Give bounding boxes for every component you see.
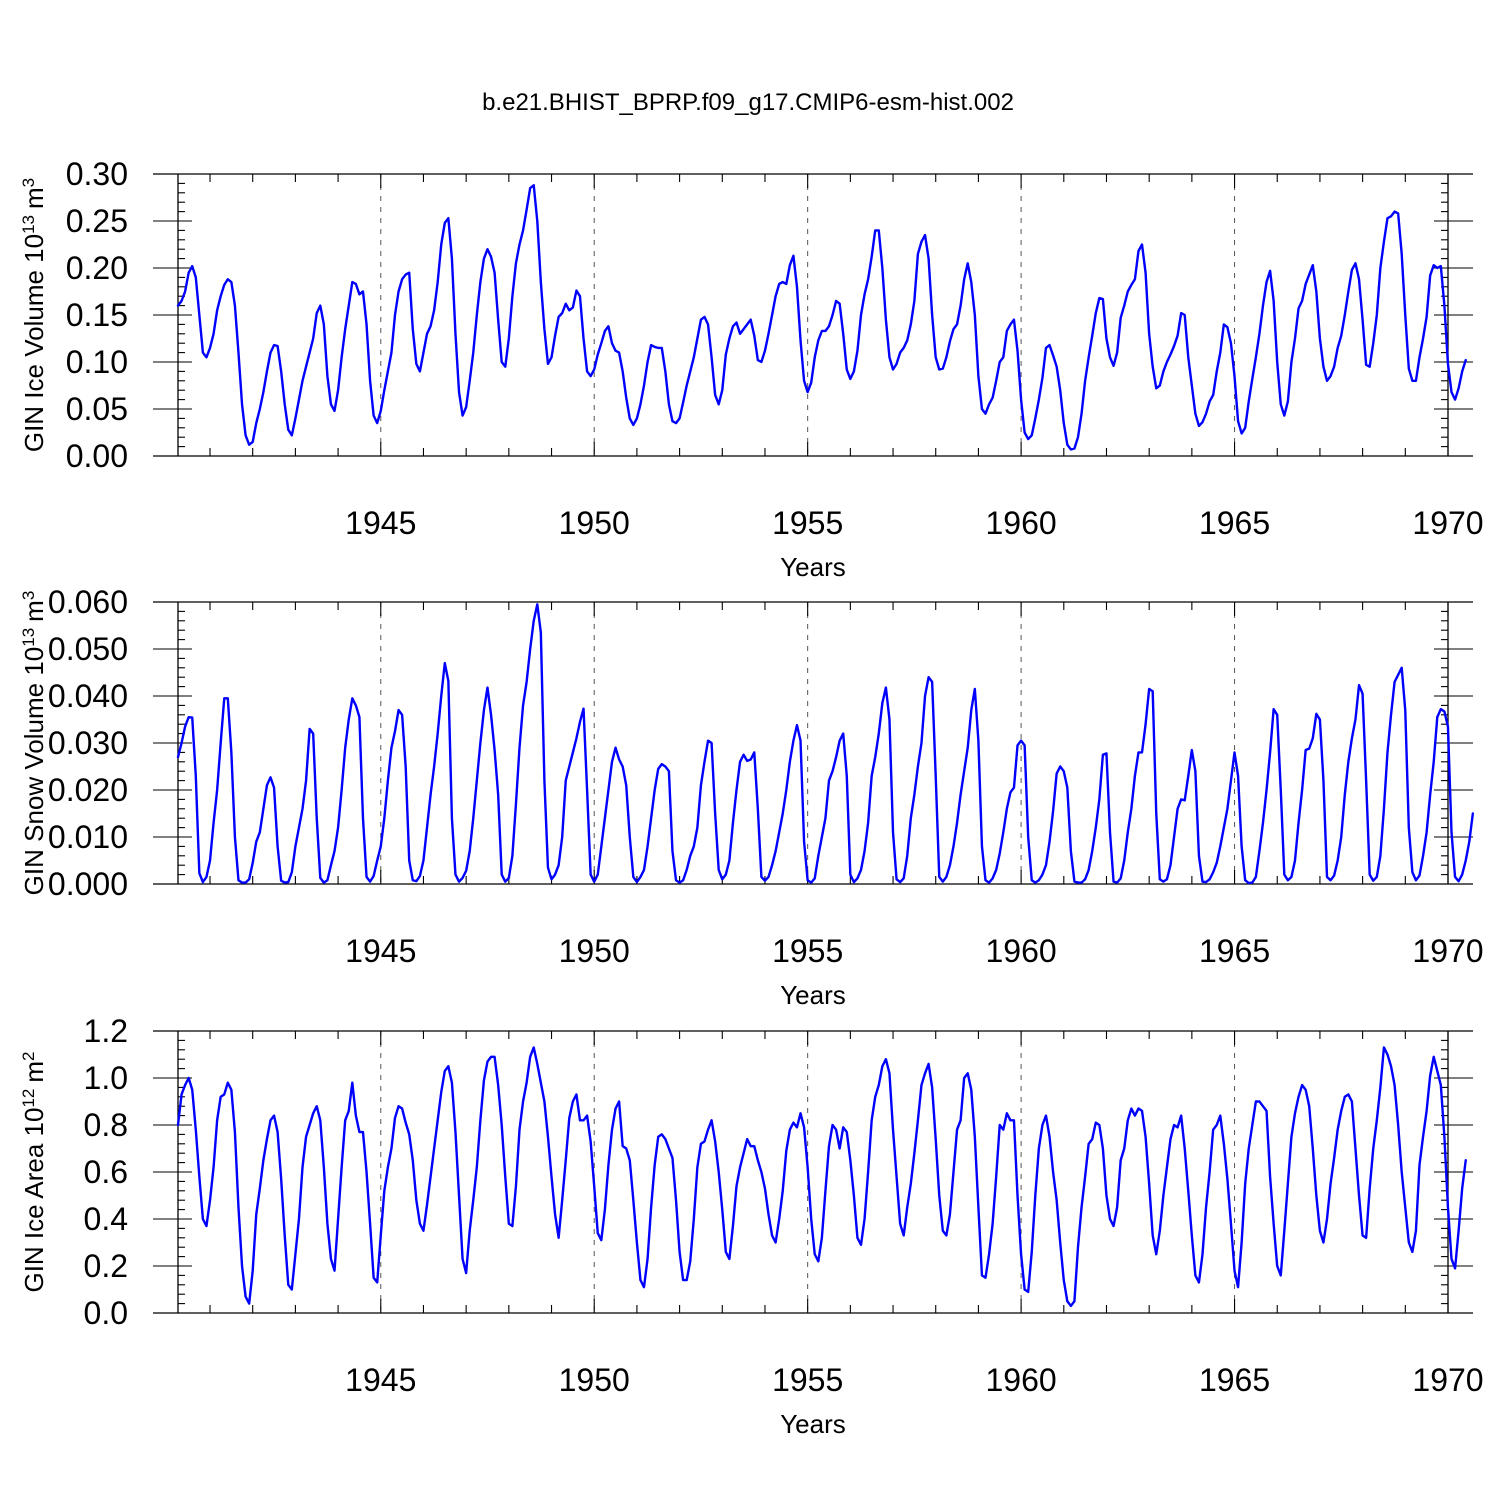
y-axis-label-unit-exponent: 3 [19,178,38,187]
x-tick-label: 1950 [559,1362,630,1398]
y-tick-label: 0.020 [48,772,128,808]
x-axis-label: Years [780,980,846,1010]
x-tick-label: 1950 [559,933,630,969]
x-tick-label: 1960 [986,505,1057,541]
x-tick-label: 1960 [986,933,1057,969]
y-tick-label: 0.8 [84,1107,128,1143]
x-tick-label: 1950 [559,505,630,541]
series-line [176,1046,1467,1308]
x-tick-label: 1960 [986,1362,1057,1398]
y-axis-label-exponent: 13 [19,215,38,234]
y-tick-label: 0.30 [66,156,128,192]
x-tick-label: 1955 [772,505,843,541]
y-tick-label: 0.050 [48,631,128,667]
y-tick-label: 0.10 [66,344,128,380]
x-tick-label: 1965 [1199,505,1270,541]
y-tick-label: 0.040 [48,678,128,714]
y-tick-label: 0.4 [84,1201,128,1237]
y-axis-label-exponent: 12 [19,1089,38,1108]
y-axis-label-unit-exponent: 3 [19,591,38,600]
y-tick-label: 0.0 [84,1295,128,1331]
series-line [176,603,1475,885]
ice-area-panel: 1945 1950 1955 1960 1965 1970 Years 0.0 0.2 0.4 0.… [19,1013,1484,1439]
y-tick-label: 0.000 [48,866,128,902]
series-line [176,184,1467,451]
y-axis-label: GIN Ice Area 1012 m2 [19,1051,50,1292]
y-axis-label-text: GIN Snow Volume 10 [19,647,49,896]
x-tick-label: 1970 [1412,505,1483,541]
y-axis-label-unit-exponent: 2 [19,1051,38,1060]
y-tick-label: 1.2 [84,1013,128,1049]
y-axis-label-text: GIN Ice Area 10 [19,1108,49,1293]
figure-title: b.e21.BHIST_BPRP.f09_g17.CMIP6-esm-hist.… [482,89,1014,116]
y-tick-label: 0.25 [66,203,128,239]
y-axis-label-unit: m [19,600,49,622]
ice-volume-panel: 1945 1950 1955 1960 1965 1970 Years 0.00 0.05 0.1… [19,156,1484,582]
y-axis-label-exponent: 13 [19,628,38,647]
y-tick-label: 0.00 [66,438,128,474]
x-tick-label: 1955 [772,1362,843,1398]
y-axis-label-unit: m [19,1061,49,1083]
y-axis-label: GIN Ice Volume 1013 m3 [19,178,50,452]
x-tick-label: 1965 [1199,933,1270,969]
y-tick-label: 0.15 [66,297,128,333]
x-tick-label: 1945 [345,933,416,969]
y-tick-label: 0.2 [84,1248,128,1284]
x-tick-label: 1945 [345,1362,416,1398]
y-tick-label: 0.060 [48,584,128,620]
x-tick-label: 1945 [345,505,416,541]
x-axis-label: Years [780,1409,846,1439]
y-axis-label: GIN Snow Volume 1013 m3 [19,591,50,896]
y-tick-label: 0.6 [84,1154,128,1190]
x-axis-label: Years [780,552,846,582]
snow-volume-panel: 1945 1950 1955 1960 1965 1970 Years 0.000 0.010 0… [19,584,1484,1010]
y-tick-label: 0.030 [48,725,128,761]
y-tick-label: 1.0 [84,1060,128,1096]
y-tick-label: 0.05 [66,391,128,427]
x-tick-label: 1970 [1412,933,1483,969]
y-axis-label-unit: m [19,187,49,209]
x-tick-label: 1970 [1412,1362,1483,1398]
x-tick-label: 1965 [1199,1362,1270,1398]
y-axis-label-text: GIN Ice Volume 10 [19,234,49,452]
x-tick-label: 1955 [772,933,843,969]
y-tick-label: 0.010 [48,819,128,855]
y-tick-label: 0.20 [66,250,128,286]
